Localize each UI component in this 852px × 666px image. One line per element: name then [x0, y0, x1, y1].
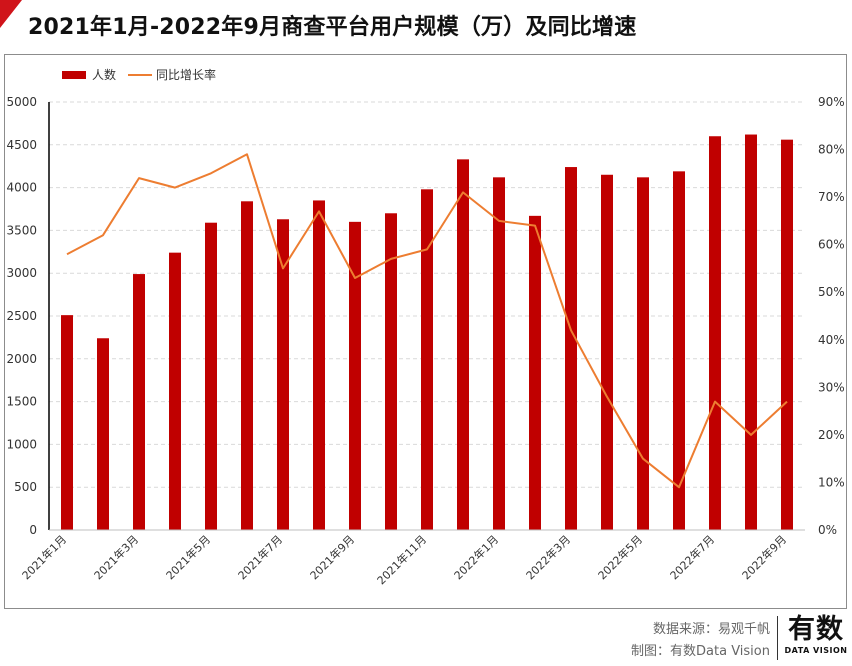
y-axis-left-labels: 0 500 1000 1500 2000 2500 3000 3500 4000 4500 5000	[6, 95, 37, 537]
bar	[457, 159, 469, 531]
footer-source: 数据来源：易观千帆	[652, 622, 770, 637]
y-right-tick-label: 40%	[818, 333, 845, 347]
bar	[493, 177, 505, 530]
bar	[745, 134, 757, 530]
bar	[565, 167, 577, 530]
x-tick-label: 2021年3月	[91, 532, 141, 582]
bar	[169, 252, 181, 530]
y-right-tick-label: 70%	[818, 190, 845, 204]
logo-divider	[777, 616, 778, 660]
bar	[601, 174, 613, 530]
bar	[529, 215, 541, 530]
bar	[421, 189, 433, 530]
y-left-tick-label: 2000	[6, 352, 37, 366]
line-series-growth	[66, 153, 788, 489]
y-left-tick-label: 3000	[6, 266, 37, 280]
y-right-tick-label: 10%	[818, 475, 845, 489]
y-axis-right-labels: 0% 10% 20% 30% 40% 50% 60% 70% 80% 90%	[818, 95, 845, 537]
x-tick-label: 2022年7月	[667, 532, 717, 582]
x-axis-labels: 2021年1月 2021年3月 2021年5月 2021年7月 2021年9月 2021年…	[19, 532, 789, 587]
y-left-tick-label: 4000	[6, 181, 37, 195]
y-left-tick-label: 1500	[6, 395, 37, 409]
x-tick-label: 2022年1月	[451, 532, 501, 582]
x-tick-label: 2021年7月	[235, 532, 285, 582]
x-tick-label: 2021年5月	[163, 532, 213, 582]
x-tick-label: 2022年5月	[595, 532, 645, 582]
bar	[709, 136, 721, 531]
y-right-tick-label: 20%	[818, 428, 845, 442]
bar	[637, 177, 649, 530]
y-left-tick-label: 5000	[6, 95, 37, 109]
legend-label-growth: 同比增长率	[156, 67, 216, 82]
legend-label-users: 人数	[92, 67, 116, 82]
y-left-tick-label: 0	[29, 523, 37, 537]
y-left-tick-label: 4500	[6, 138, 37, 152]
page-title: 2021年1月-2022年9月商查平台用户规模（万）及同比增速	[28, 15, 637, 40]
axes	[48, 102, 805, 531]
bar	[133, 274, 145, 530]
bar	[781, 139, 793, 530]
chart-frame	[4, 54, 847, 609]
y-right-tick-label: 30%	[818, 380, 845, 394]
x-tick-label: 2022年9月	[739, 532, 789, 582]
y-left-tick-label: 2500	[6, 309, 37, 323]
x-tick-label: 2021年9月	[307, 532, 357, 582]
bar	[673, 171, 685, 530]
logo-sub-text: DATA VISION	[784, 646, 848, 655]
legend-swatch-users	[62, 71, 86, 79]
bar-series-users	[61, 134, 793, 531]
y-left-tick-label: 3500	[6, 223, 37, 237]
bar	[97, 338, 109, 530]
combo-chart: 0 500 1000 1500 2000 2500 3000 3500 4000 4500 5000…	[6, 67, 845, 587]
title-accent-triangle	[0, 0, 22, 28]
x-tick-label: 2021年1月	[19, 532, 69, 582]
logo-main-text: 有数	[788, 614, 844, 645]
y-right-tick-label: 60%	[818, 238, 845, 252]
y-right-tick-label: 50%	[818, 285, 845, 299]
x-tick-label: 2021年11月	[374, 532, 429, 587]
bar	[349, 221, 361, 530]
footer-credit: 制图：有数Data Vision	[631, 644, 770, 659]
bar	[313, 200, 325, 530]
y-right-tick-label: 80%	[818, 143, 845, 157]
bar	[385, 213, 397, 530]
bar	[241, 201, 253, 530]
y-right-tick-label: 0%	[818, 523, 837, 537]
y-left-tick-label: 500	[14, 480, 37, 494]
x-tick-label: 2022年3月	[523, 532, 573, 582]
brand-logo: 有数 DATA VISION	[784, 614, 848, 664]
title-bar: 2021年1月-2022年9月商查平台用户规模（万）及同比增速	[0, 0, 852, 50]
bar	[277, 219, 289, 530]
bar	[61, 315, 73, 530]
bar	[205, 222, 217, 531]
legend: 人数 同比增长率	[62, 67, 216, 82]
y-left-tick-label: 1000	[6, 437, 37, 451]
y-right-tick-label: 90%	[818, 95, 845, 109]
